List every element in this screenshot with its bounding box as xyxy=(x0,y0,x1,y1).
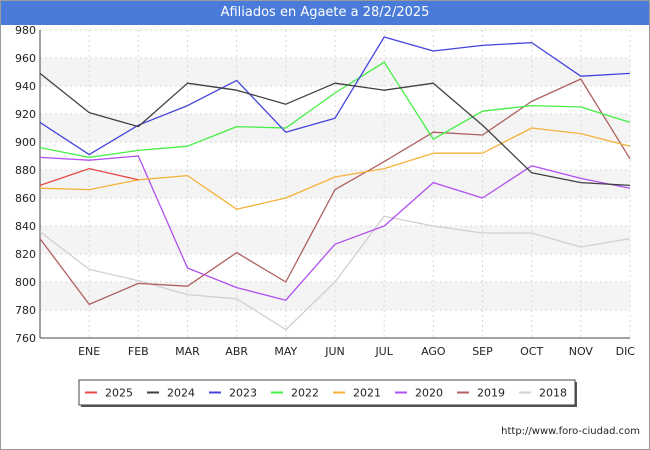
x-tick-label: NOV xyxy=(569,345,594,358)
series-line-2019 xyxy=(39,78,631,306)
x-tick-label: JUN xyxy=(324,345,345,358)
y-tick-label: 920 xyxy=(15,108,36,121)
legend: 2025 2024 2023 2022 2021 2020 2019 2018 xyxy=(78,379,577,407)
legend-box xyxy=(78,379,576,406)
legend-label-2022: 2022 xyxy=(291,387,319,400)
legend-label-2024: 2024 xyxy=(167,387,195,400)
series-line-2018 xyxy=(39,215,631,331)
y-axis-ticks: 760 780 800 820 840 860 880 900 920 940 960 980 xyxy=(15,24,36,345)
y-tick-label: 840 xyxy=(15,220,36,233)
y-tick-label: 820 xyxy=(15,248,36,261)
x-tick-label: MAR xyxy=(175,345,200,358)
y-tick-label: 880 xyxy=(15,164,36,177)
series-line-2020 xyxy=(39,155,631,301)
plot-band xyxy=(40,310,630,338)
series-lines xyxy=(39,36,631,331)
x-tick-label: ABR xyxy=(225,345,248,358)
footer-url[interactable]: http://www.foro-ciudad.com xyxy=(501,426,640,437)
legend-label-2020: 2020 xyxy=(415,387,443,400)
y-tick-label: 760 xyxy=(15,332,36,345)
y-tick-label: 860 xyxy=(15,192,36,205)
legend-label-2019: 2019 xyxy=(477,387,505,400)
series-line-2024 xyxy=(39,72,631,187)
x-tick-label: JUL xyxy=(374,345,393,358)
y-tick-label: 960 xyxy=(15,52,36,65)
legend-label-2021: 2021 xyxy=(353,387,381,400)
y-tick-label: 940 xyxy=(15,80,36,93)
y-tick-label: 980 xyxy=(15,24,36,37)
x-tick-label: OCT xyxy=(520,345,543,358)
x-tick-label: AGO xyxy=(421,345,446,358)
legend-label-2025: 2025 xyxy=(105,387,133,400)
legend-label-2018: 2018 xyxy=(539,387,567,400)
plot-band xyxy=(40,254,630,282)
series-line-2025 xyxy=(39,167,139,187)
x-tick-label: DIC xyxy=(616,345,636,358)
plot-band xyxy=(40,30,630,58)
x-axis-ticks: ENE FEB MAR ABR MAY JUN JUL AGO SEP OCT NOV DIC xyxy=(78,345,635,358)
x-tick-label: MAY xyxy=(274,345,297,358)
series-line-2022 xyxy=(39,61,631,159)
series-line-2023 xyxy=(39,36,631,156)
y-tick-label: 900 xyxy=(15,136,36,149)
chart-title: Afiliados en Agaete a 28/2/2025 xyxy=(1,1,649,25)
x-tick-label: SEP xyxy=(472,345,493,358)
x-tick-label: ENE xyxy=(78,345,100,358)
plot-band xyxy=(40,170,630,198)
x-tick-label: FEB xyxy=(128,345,149,358)
legend-label-2023: 2023 xyxy=(229,387,257,400)
y-tick-label: 780 xyxy=(15,304,36,317)
y-tick-label: 800 xyxy=(15,276,36,289)
